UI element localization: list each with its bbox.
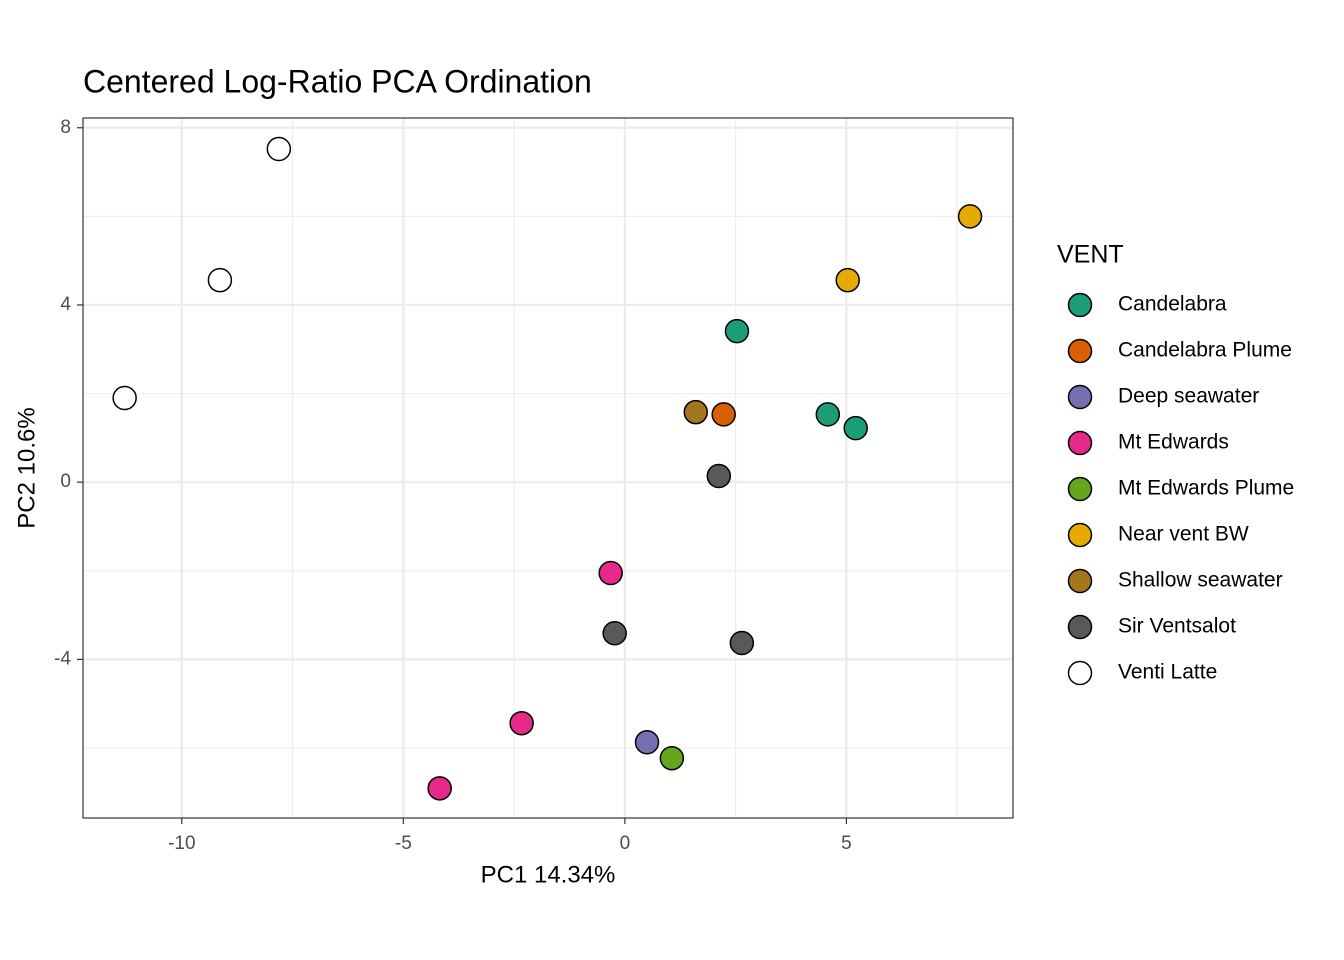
point [266, 136, 292, 162]
plot-border [82, 117, 1014, 819]
y-tick-label: 0 [60, 471, 71, 492]
x-tick-label: -5 [395, 833, 412, 854]
point [706, 463, 732, 489]
point [711, 402, 736, 427]
legend-marker [1067, 384, 1093, 410]
legend-label: Venti Latte [1118, 661, 1217, 684]
legend-label: Sir Ventsalot [1118, 615, 1236, 638]
point [634, 729, 660, 755]
plot-background [83, 118, 1013, 818]
point [112, 385, 137, 411]
legend-label: Mt Edwards Plume [1118, 477, 1294, 500]
x-tick-label: 5 [841, 833, 852, 854]
point [598, 560, 623, 586]
legend-marker [1067, 614, 1093, 640]
legend-marker [1067, 430, 1093, 456]
x-tick-label: -10 [168, 833, 195, 854]
legend-marker [1067, 292, 1093, 318]
point [843, 415, 868, 441]
point [509, 710, 534, 736]
point [427, 776, 452, 801]
chart-title: Centered Log-Ratio PCA Ordination [83, 63, 592, 99]
legend-marker [1067, 660, 1093, 686]
legend-label: Candelabra Plume [1118, 339, 1292, 362]
point [729, 630, 755, 656]
point [207, 267, 233, 293]
x-axis-label: PC1 14.34% [481, 861, 616, 888]
legend-label: Shallow seawater [1118, 569, 1283, 592]
x-tick-label: 0 [620, 833, 631, 854]
y-tick-label: -4 [54, 648, 71, 669]
legend-label: Near vent BW [1118, 523, 1249, 546]
legend-label: Candelabra [1118, 293, 1227, 316]
legend-marker [1067, 338, 1093, 364]
legend-marker [1067, 568, 1093, 594]
legend-label: Deep seawater [1118, 385, 1259, 408]
legend-label: Mt Edwards [1118, 431, 1229, 454]
point [602, 621, 627, 646]
legend-title: VENT [1057, 241, 1124, 269]
point [815, 402, 841, 427]
point [659, 745, 685, 771]
point [724, 318, 750, 344]
point [957, 204, 983, 229]
y-tick-label: 8 [60, 117, 71, 138]
legend-marker [1067, 476, 1093, 502]
point [835, 267, 860, 293]
y-tick-label: 4 [60, 294, 71, 315]
point [683, 399, 709, 425]
legend-marker [1067, 522, 1093, 548]
y-axis-label: PC2 10.6% [13, 407, 40, 528]
